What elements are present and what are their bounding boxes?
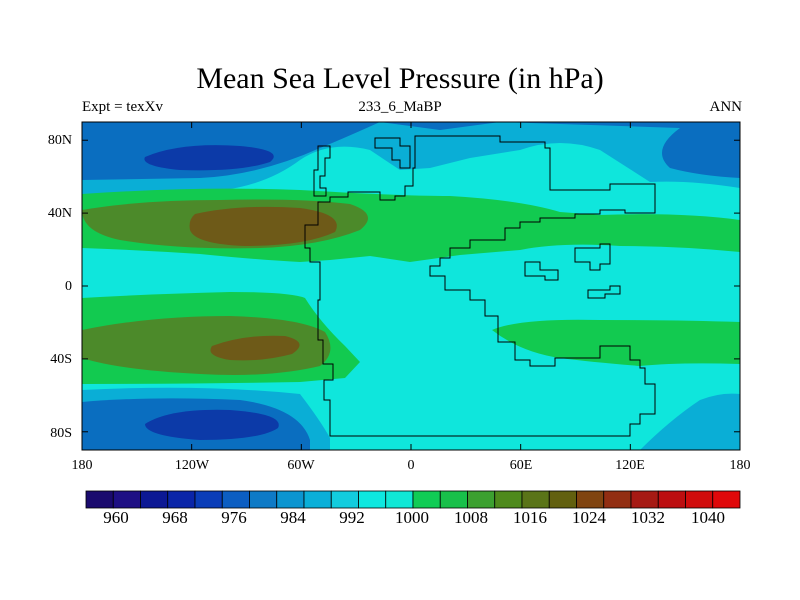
x-tick-label: 120E xyxy=(615,458,645,473)
colorbar-label: 1040 xyxy=(691,508,725,527)
coastline-east xyxy=(574,243,611,271)
colorbar-label: 1024 xyxy=(572,508,606,527)
coastline-east-islands xyxy=(587,285,621,299)
pressure-field xyxy=(82,122,740,450)
colorbar-label: 992 xyxy=(339,508,365,527)
colorbar-swatch xyxy=(630,490,659,509)
colorbar-swatch xyxy=(221,490,250,509)
band-980-south xyxy=(145,409,279,440)
map-title: Mean Sea Level Pressure (in hPa) xyxy=(196,62,604,95)
colorbar-swatch xyxy=(657,490,686,509)
colorbar-swatch xyxy=(521,490,550,509)
colorbar-swatch xyxy=(303,490,332,509)
coastline-island-north xyxy=(374,137,411,169)
colorbar-label: 1016 xyxy=(513,508,547,527)
colorbar-swatch xyxy=(548,490,577,509)
axis-ticks xyxy=(81,122,741,450)
colorbar-swatch xyxy=(85,490,114,509)
colorbar-swatch xyxy=(167,490,196,509)
y-tick-label: 80S xyxy=(50,426,72,441)
colorbar-swatch xyxy=(330,490,359,509)
colorbar-swatch xyxy=(467,490,496,509)
band-1018-north xyxy=(189,206,337,246)
y-tick-label: 0 xyxy=(65,279,72,294)
colorbar-swatch xyxy=(112,490,141,509)
colorbar-label: 1000 xyxy=(395,508,429,527)
y-tick-label: 80N xyxy=(47,133,72,148)
x-tick-label: 120W xyxy=(174,458,210,473)
colorbar xyxy=(85,490,741,509)
coastline-island-nw xyxy=(313,145,331,197)
colorbar-swatch xyxy=(603,490,632,509)
band-980-north xyxy=(144,145,274,171)
colorbar-swatch xyxy=(412,490,441,509)
x-tick-label: 60E xyxy=(509,458,533,473)
colorbar-swatch xyxy=(194,490,223,509)
colorbar-label: 984 xyxy=(280,508,306,527)
x-tick-label: 0 xyxy=(407,458,415,473)
colorbar-label: 1032 xyxy=(631,508,665,527)
band-1018-south xyxy=(210,335,300,361)
experiment-label: Expt = texXv xyxy=(82,99,163,115)
coastline-east-small xyxy=(524,261,559,281)
y-tick-label: 40N xyxy=(47,206,72,221)
colorbar-swatch xyxy=(385,490,414,509)
colorbar-swatch xyxy=(276,490,305,509)
x-tick-label: 180 xyxy=(729,458,751,473)
x-tick-label: 60W xyxy=(287,458,315,473)
colorbar-swatch xyxy=(249,490,278,509)
band-1004-south-east xyxy=(492,319,740,366)
band-1012-south xyxy=(82,316,331,375)
colorbar-swatch xyxy=(140,490,169,509)
colorbar-swatch xyxy=(358,490,387,509)
season-label: ANN xyxy=(709,99,743,115)
colorbar-label: 960 xyxy=(103,508,129,527)
colorbar-swatch xyxy=(685,490,714,509)
coastline xyxy=(304,135,656,437)
colorbar-label: 1008 xyxy=(454,508,488,527)
band-996-south-east xyxy=(640,393,740,450)
colorbar-swatch xyxy=(576,490,605,509)
colorbar-label: 976 xyxy=(221,508,247,527)
time-label: 233_6_MaBP xyxy=(358,99,442,115)
colorbar-swatch xyxy=(494,490,523,509)
colorbar-swatch xyxy=(712,490,741,509)
x-tick-label: 180 xyxy=(71,458,93,473)
colorbar-swatch xyxy=(439,490,468,509)
colorbar-label: 968 xyxy=(162,508,188,527)
y-tick-label: 40S xyxy=(50,352,72,367)
